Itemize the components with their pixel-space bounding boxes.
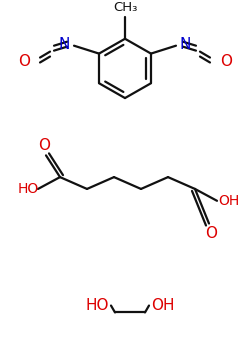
Text: O: O [38,138,50,153]
Text: HO: HO [18,182,38,196]
Text: N: N [180,37,191,52]
Text: OH: OH [151,298,175,313]
Text: O: O [220,54,232,69]
Text: N: N [59,37,70,52]
Text: O: O [205,226,217,241]
Text: CH₃: CH₃ [113,1,137,14]
Text: HO: HO [85,298,109,313]
Text: OH: OH [218,194,240,208]
Text: O: O [18,54,30,69]
